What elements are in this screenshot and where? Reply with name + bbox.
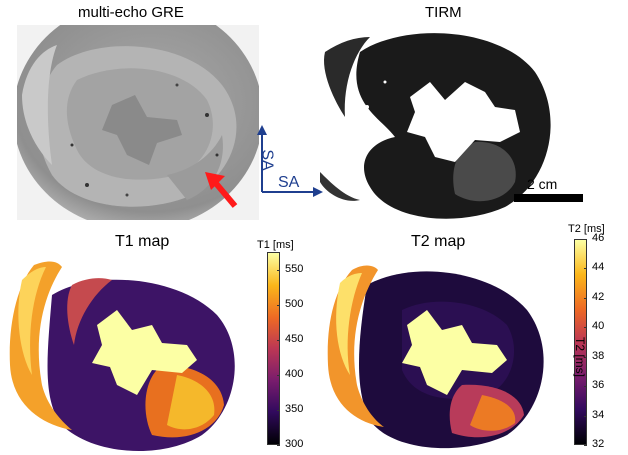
t1-tick-mark	[277, 409, 280, 411]
t1-tick: 500	[285, 297, 304, 310]
t2-tick: 44	[592, 261, 605, 274]
t1-tick-mark	[277, 269, 280, 271]
red-arrow-icon	[205, 172, 238, 208]
t2-colorbar-axis-label: T2 [ms]	[573, 337, 587, 378]
t2-tick-mark	[584, 268, 587, 270]
t2-tick-mark	[584, 415, 587, 417]
t2-tick-mark	[584, 445, 587, 446]
orientation-vertical-label: SA	[258, 149, 276, 171]
gre-panel-title: multi-echo GRE	[78, 4, 184, 21]
t2-tick: 34	[592, 408, 605, 421]
t2-colorbar	[574, 239, 587, 445]
tirm-image	[320, 33, 551, 219]
t2-tick: 36	[592, 379, 605, 392]
gre-image	[17, 25, 259, 220]
t2-tick-mark	[584, 327, 587, 329]
orientation-arrows	[257, 125, 323, 197]
t2-tick-mark	[584, 297, 587, 299]
t1-tick-mark	[277, 374, 280, 376]
t1-tick: 550	[285, 262, 304, 275]
t1-colorbar-label: T1 [ms]	[257, 239, 294, 251]
t1-tick: 350	[285, 402, 304, 415]
t1-tick-mark	[277, 304, 280, 306]
t2-tick: 46	[592, 232, 605, 244]
t2-tick: 38	[592, 349, 605, 362]
t2-colorbar-label: T2 [ms]	[568, 223, 605, 235]
orientation-horizontal-label: SA	[278, 174, 300, 191]
t2-tick: 40	[592, 320, 605, 333]
t1-tick-mark	[277, 445, 280, 446]
t1-map-image	[9, 261, 235, 452]
t1-panel-title: T1 map	[115, 233, 170, 250]
t2-tick-mark	[584, 356, 587, 358]
t2-tick: 42	[592, 290, 605, 303]
tirm-panel-title: TIRM	[425, 4, 462, 21]
t2-map-image	[327, 265, 544, 449]
scale-bar-label: 2 cm	[527, 176, 558, 192]
t1-colorbar	[267, 252, 280, 445]
scale-bar	[514, 194, 583, 202]
t2-tick-mark	[584, 239, 587, 240]
t1-tick-mark	[277, 339, 280, 341]
t2-tick: 32	[592, 438, 605, 450]
t1-tick: 300	[285, 438, 304, 450]
t2-panel-title: T2 map	[411, 233, 466, 250]
t1-tick: 400	[285, 367, 304, 380]
t2-tick-mark	[584, 386, 587, 388]
t1-tick: 450	[285, 332, 304, 345]
